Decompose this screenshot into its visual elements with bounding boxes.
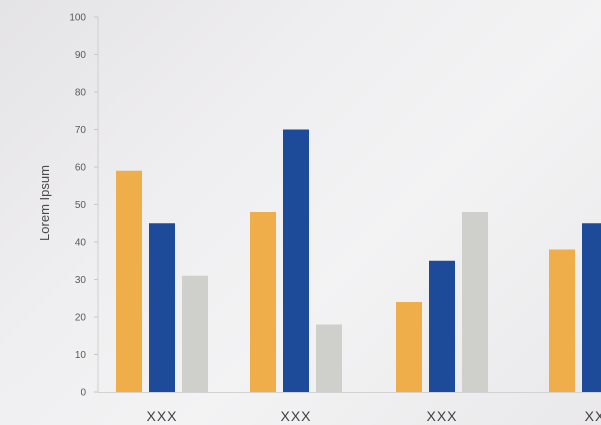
bar-series-2-cat-2 (283, 129, 309, 392)
bar-series-2-cat-1 (149, 223, 175, 392)
bar-series-2-cat-4 (582, 223, 601, 392)
x-category-label: XX (585, 408, 601, 424)
bar-series-2-cat-3 (429, 260, 455, 392)
y-tick-label: 90 (75, 50, 87, 61)
y-tick-label: 60 (75, 163, 87, 174)
x-axis: XXX XXX XXX XX (98, 392, 601, 424)
y-axis: 0 10 20 30 40 50 60 70 80 90 100 (69, 13, 99, 399)
bar-series-1-cat-3 (396, 302, 422, 392)
y-tick-label: 80 (75, 88, 87, 99)
y-tick-label: 10 (75, 350, 87, 361)
y-tick-label: 70 (75, 125, 87, 136)
bar-series-3-cat-3 (462, 212, 488, 392)
bar-series-3-cat-1 (182, 275, 208, 392)
bar-series-1-cat-2 (250, 212, 276, 392)
y-tick-label: 50 (75, 200, 87, 211)
y-tick-label: 20 (75, 313, 87, 324)
x-category-label: XXX (426, 408, 457, 424)
x-category-label: XXX (280, 408, 311, 424)
y-tick-label: 40 (75, 238, 87, 249)
bar-series-3-cat-2 (316, 324, 342, 392)
bars (116, 129, 601, 392)
y-axis-title: Lorem Ipsum (37, 165, 52, 241)
bar-series-1-cat-1 (116, 170, 142, 392)
y-tick-label: 100 (69, 13, 86, 24)
bar-series-1-cat-4 (549, 249, 575, 392)
x-category-label: XXX (146, 408, 177, 424)
y-tick-label: 0 (80, 388, 86, 399)
y-tick-label: 30 (75, 275, 87, 286)
